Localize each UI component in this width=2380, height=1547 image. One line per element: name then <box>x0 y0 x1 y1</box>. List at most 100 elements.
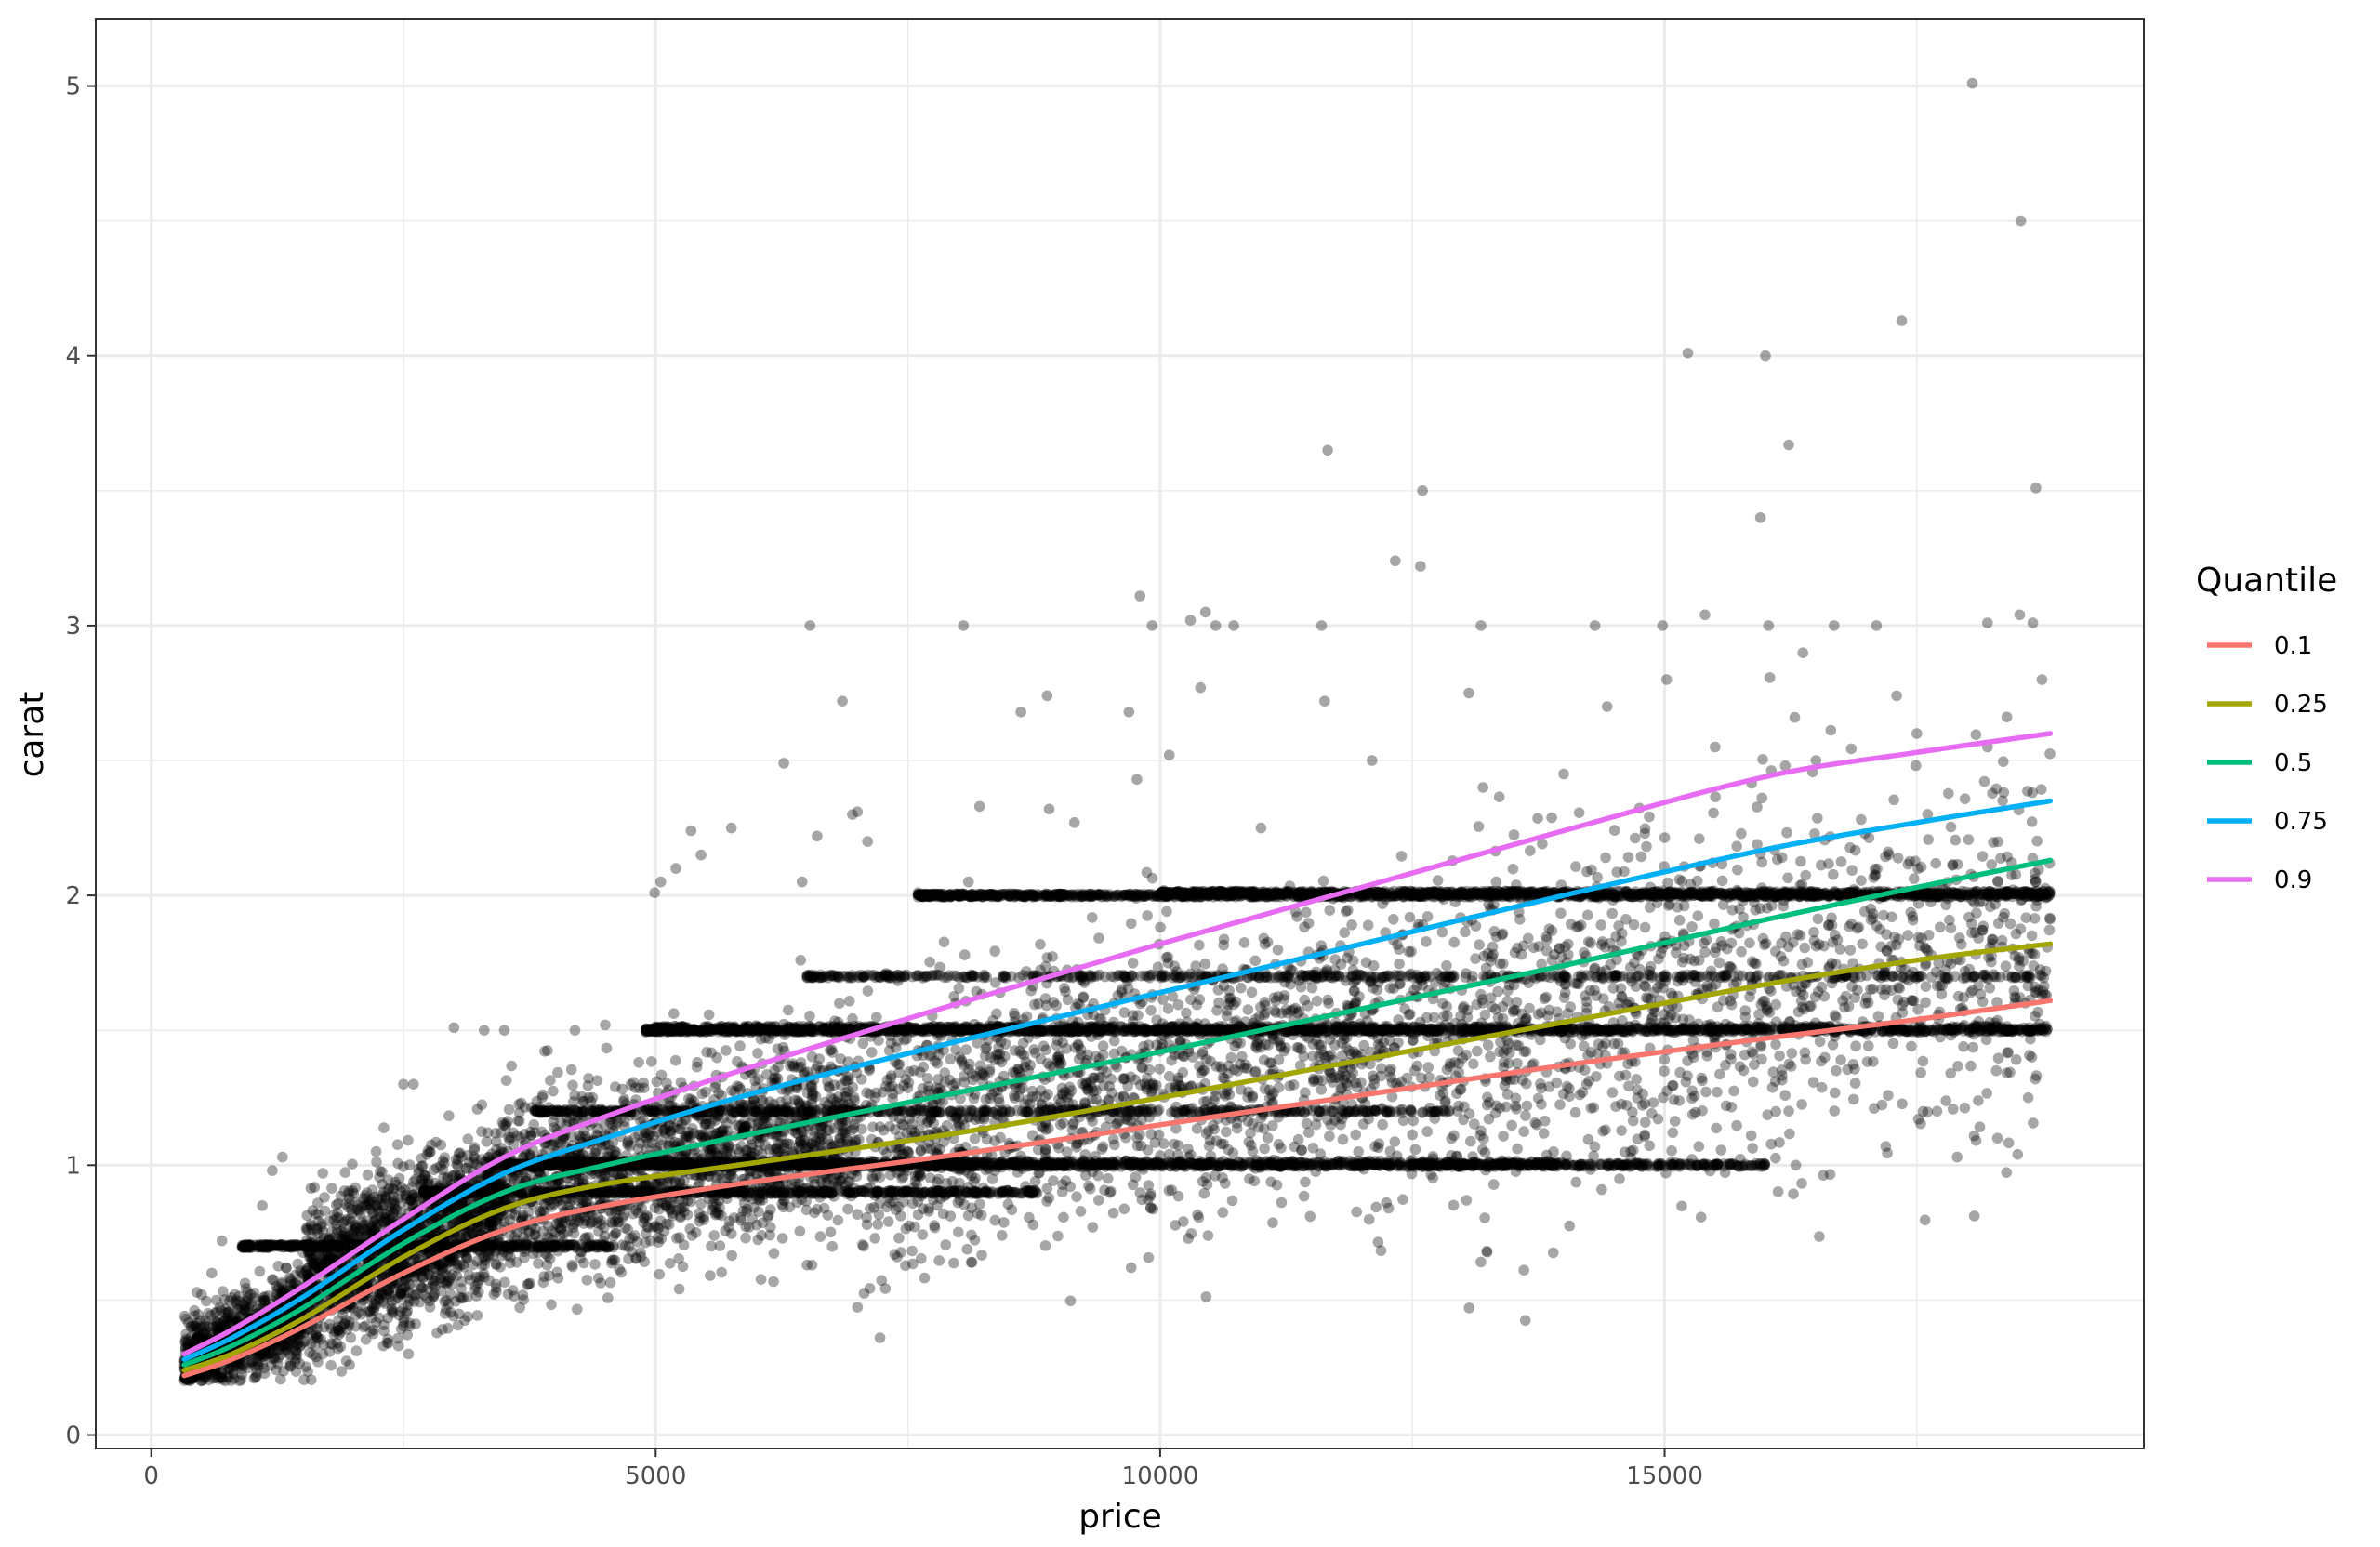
data-point <box>221 1370 233 1382</box>
data-point <box>581 1275 593 1286</box>
data-point <box>371 1200 382 1212</box>
data-point <box>357 1223 368 1235</box>
data-point <box>312 1197 324 1209</box>
data-point <box>284 1360 296 1372</box>
data-point <box>325 1323 337 1334</box>
data-point <box>417 1272 429 1284</box>
data-point <box>341 1324 353 1335</box>
data-point <box>610 1081 621 1092</box>
data-point <box>290 1269 301 1281</box>
data-point <box>307 1257 318 1268</box>
data-point <box>1268 992 1280 1004</box>
data-point <box>240 1283 252 1294</box>
data-point <box>181 1335 193 1347</box>
data-point <box>362 1170 374 1181</box>
data-point <box>726 1085 737 1096</box>
data-point <box>700 1086 711 1098</box>
data-point <box>841 1075 853 1087</box>
data-point <box>703 1009 715 1021</box>
data-point <box>1198 1187 1210 1199</box>
data-point <box>281 1263 292 1274</box>
data-point <box>371 1157 382 1168</box>
data-point <box>836 1137 848 1149</box>
data-point <box>391 1139 403 1150</box>
data-point <box>1324 905 1336 916</box>
data-point <box>195 1375 207 1386</box>
data-point <box>813 1053 826 1064</box>
data-point <box>209 1316 221 1328</box>
data-point <box>771 1143 783 1155</box>
data-point <box>284 1276 297 1288</box>
data-point <box>735 1141 747 1152</box>
data-point <box>376 1289 387 1301</box>
data-point <box>226 1292 237 1303</box>
data-point <box>305 1338 317 1350</box>
data-point <box>393 1309 404 1321</box>
data-point <box>284 1350 297 1361</box>
data-point <box>823 1080 834 1092</box>
data-point <box>250 1371 261 1383</box>
data-point <box>275 1373 286 1385</box>
data-point <box>740 1232 751 1244</box>
data-point <box>825 1226 837 1238</box>
data-point <box>1028 1044 1039 1055</box>
data-point <box>852 1302 864 1313</box>
data-point <box>874 1332 886 1343</box>
data-point <box>551 1266 563 1278</box>
data-point <box>544 1199 556 1210</box>
data-point <box>1075 1206 1087 1217</box>
data-point <box>178 1375 191 1386</box>
data-point <box>1092 1170 1104 1182</box>
data-point <box>302 1224 313 1236</box>
data-point <box>244 1356 256 1368</box>
data-point <box>801 1087 813 1099</box>
data-point <box>794 1225 806 1237</box>
data-point <box>709 1082 721 1093</box>
data-point <box>198 1329 209 1340</box>
data-point <box>241 1295 253 1306</box>
data-point <box>768 1276 779 1288</box>
data-point <box>442 1173 453 1185</box>
data-point <box>446 1269 458 1280</box>
data-point <box>1298 1190 1310 1202</box>
data-point <box>370 1145 382 1157</box>
data-point <box>933 1255 945 1266</box>
data-point <box>248 1372 260 1384</box>
data-point <box>216 1371 228 1382</box>
data-point <box>182 1338 193 1350</box>
data-point <box>734 1040 746 1051</box>
data-point <box>300 1361 312 1372</box>
data-point <box>753 1074 764 1085</box>
data-point <box>267 1353 278 1364</box>
data-point <box>1157 994 1169 1005</box>
data-point <box>701 1046 712 1058</box>
data-point <box>248 1292 260 1303</box>
data-point <box>242 1286 254 1298</box>
data-point <box>471 1104 483 1115</box>
data-point <box>360 1334 372 1345</box>
data-point <box>224 1363 235 1375</box>
data-point <box>917 1229 929 1240</box>
data-point <box>254 1265 266 1277</box>
data-point <box>211 1317 222 1329</box>
data-point <box>795 1057 807 1068</box>
data-point <box>257 1358 269 1369</box>
data-point <box>191 1332 203 1344</box>
data-point <box>258 1350 270 1362</box>
data-point <box>668 1008 680 1019</box>
data-point <box>1120 1131 1131 1144</box>
data-point <box>223 1315 234 1327</box>
data-point <box>366 1184 378 1196</box>
data-point <box>249 1360 261 1372</box>
data-point <box>205 1326 217 1338</box>
data-point <box>490 1258 502 1270</box>
data-point <box>338 1227 350 1238</box>
data-point <box>902 1082 914 1093</box>
data-point <box>989 945 1000 957</box>
data-point <box>214 1371 226 1383</box>
data-point <box>190 1320 201 1332</box>
data-point <box>566 1259 577 1271</box>
data-point <box>752 1048 763 1059</box>
data-point <box>673 1283 685 1295</box>
data-point <box>216 1371 228 1382</box>
